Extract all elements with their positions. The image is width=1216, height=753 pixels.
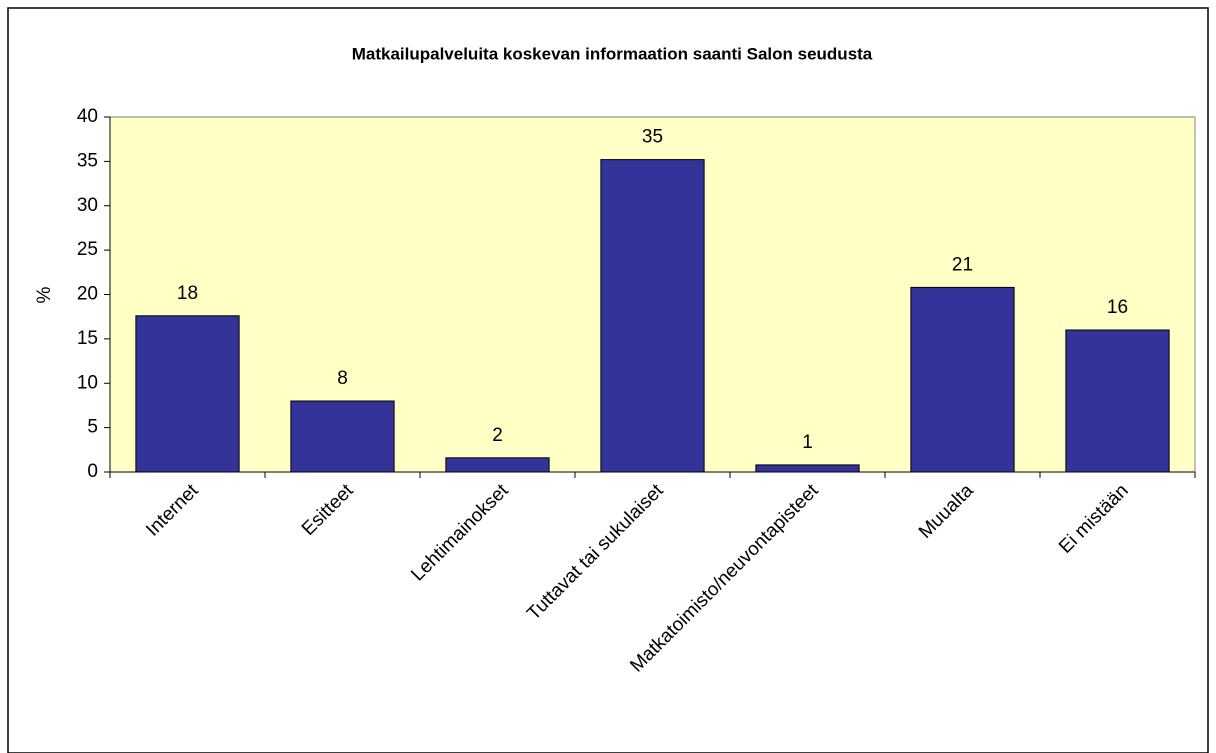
- y-tick-label: 30: [77, 195, 98, 216]
- bar: [600, 159, 705, 473]
- bar: [910, 286, 1015, 473]
- value-label: 16: [1107, 297, 1128, 318]
- y-tick-label: 25: [77, 239, 98, 260]
- value-label: 1: [802, 432, 813, 453]
- value-label: 2: [492, 425, 503, 446]
- value-label: 35: [642, 127, 663, 148]
- y-axis-label: %: [34, 286, 55, 303]
- y-tick-label: 35: [77, 150, 98, 171]
- value-label: 21: [952, 254, 973, 275]
- chart-title: Matkailupalveluita koskevan informaation…: [352, 44, 873, 63]
- y-tick-label: 0: [87, 461, 98, 482]
- bar: [1065, 329, 1170, 473]
- y-tick-label: 10: [77, 372, 98, 393]
- bar: [445, 457, 550, 473]
- y-tick-label: 20: [77, 284, 98, 305]
- value-label: 18: [177, 283, 198, 304]
- bar: [755, 464, 860, 473]
- value-label: 8: [337, 368, 348, 389]
- y-tick-label: 40: [77, 106, 98, 127]
- bar: [135, 315, 240, 473]
- y-tick-label: 15: [77, 328, 98, 349]
- y-tick-label: 5: [87, 417, 98, 438]
- bar: [290, 400, 395, 473]
